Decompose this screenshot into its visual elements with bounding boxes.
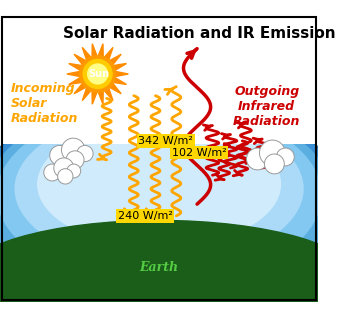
Circle shape bbox=[50, 146, 70, 165]
Ellipse shape bbox=[0, 94, 349, 317]
Text: Incoming
Solar
Radiation: Incoming Solar Radiation bbox=[11, 82, 78, 125]
Circle shape bbox=[77, 146, 93, 162]
Polygon shape bbox=[110, 84, 121, 94]
Ellipse shape bbox=[14, 112, 304, 266]
Text: Sun: Sun bbox=[88, 69, 109, 79]
Polygon shape bbox=[114, 78, 126, 85]
Polygon shape bbox=[74, 84, 86, 94]
Circle shape bbox=[83, 60, 112, 88]
Polygon shape bbox=[98, 91, 103, 104]
Polygon shape bbox=[92, 44, 97, 57]
Ellipse shape bbox=[37, 121, 281, 248]
Text: Earth: Earth bbox=[139, 261, 179, 274]
Circle shape bbox=[80, 56, 116, 92]
Polygon shape bbox=[92, 91, 97, 104]
Polygon shape bbox=[74, 54, 86, 64]
Text: Outgoing
Infrared
Radiation: Outgoing Infrared Radiation bbox=[233, 85, 300, 128]
Polygon shape bbox=[114, 63, 126, 70]
Circle shape bbox=[66, 151, 84, 169]
Polygon shape bbox=[82, 47, 91, 60]
Circle shape bbox=[62, 138, 85, 162]
Circle shape bbox=[264, 154, 284, 174]
Circle shape bbox=[259, 140, 285, 166]
Circle shape bbox=[67, 164, 81, 178]
Circle shape bbox=[88, 64, 108, 84]
Text: 342 W/m²: 342 W/m² bbox=[138, 136, 193, 146]
Bar bbox=[0, 15, 318, 144]
Polygon shape bbox=[110, 54, 121, 64]
Ellipse shape bbox=[0, 220, 352, 317]
Polygon shape bbox=[115, 71, 128, 76]
Polygon shape bbox=[69, 78, 82, 85]
Circle shape bbox=[58, 169, 73, 184]
Polygon shape bbox=[98, 44, 103, 57]
Polygon shape bbox=[82, 88, 91, 100]
Text: 240 W/m²: 240 W/m² bbox=[118, 211, 172, 221]
Ellipse shape bbox=[0, 98, 335, 306]
Circle shape bbox=[276, 148, 294, 166]
Text: 102 W/m²: 102 W/m² bbox=[172, 148, 226, 158]
Circle shape bbox=[246, 148, 268, 170]
Polygon shape bbox=[67, 71, 80, 76]
Text: Solar Radiation and IR Emission: Solar Radiation and IR Emission bbox=[63, 26, 335, 41]
Ellipse shape bbox=[0, 105, 322, 286]
Polygon shape bbox=[105, 47, 113, 60]
Polygon shape bbox=[105, 88, 113, 100]
Circle shape bbox=[54, 158, 74, 178]
Polygon shape bbox=[69, 63, 82, 70]
Circle shape bbox=[44, 164, 61, 181]
